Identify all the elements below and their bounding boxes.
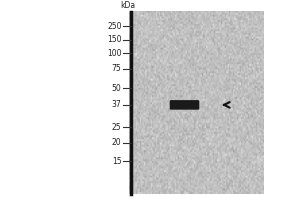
- Text: 75: 75: [112, 64, 122, 73]
- Text: 15: 15: [112, 157, 122, 166]
- Text: 20: 20: [112, 138, 122, 147]
- Text: 100: 100: [107, 49, 122, 58]
- Text: 250: 250: [107, 22, 122, 31]
- Text: kDa: kDa: [120, 1, 135, 10]
- Text: 150: 150: [107, 35, 122, 44]
- FancyBboxPatch shape: [170, 101, 199, 109]
- Text: 25: 25: [112, 123, 122, 132]
- Text: 50: 50: [112, 84, 122, 93]
- Text: 37: 37: [112, 100, 122, 109]
